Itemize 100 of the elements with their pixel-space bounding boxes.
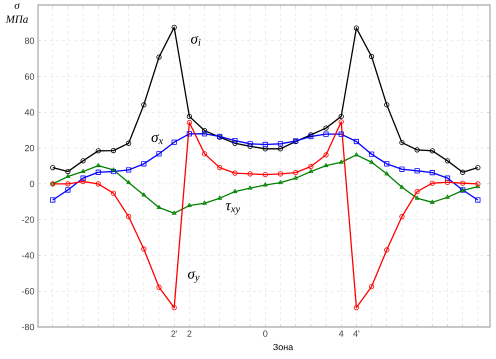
- point: [323, 152, 329, 158]
- point: [338, 114, 344, 120]
- point: [444, 180, 450, 185]
- series-label: σ$_{x}$: [152, 134, 164, 144]
- point: [278, 141, 284, 146]
- point: [460, 170, 466, 175]
- point: [384, 171, 390, 176]
- point: [354, 305, 359, 310]
- point: [414, 188, 420, 194]
- point: [323, 125, 329, 131]
- point: [338, 132, 344, 137]
- point: [354, 138, 359, 144]
- point: [96, 163, 101, 168]
- point: [248, 141, 253, 146]
- point: [65, 181, 71, 186]
- point: [80, 176, 86, 181]
- point: [414, 147, 420, 152]
- point: [186, 131, 192, 136]
- point: [368, 54, 374, 60]
- series-label: σ$_{y}$: [188, 270, 200, 283]
- line-series: [50, 131, 480, 203]
- point: [172, 305, 177, 310]
- y-tick-label: 40: [24, 109, 34, 116]
- point: [248, 171, 253, 176]
- point: [186, 120, 192, 126]
- point: [308, 168, 314, 174]
- point: [202, 131, 208, 136]
- point: [399, 140, 405, 146]
- point: [444, 176, 450, 181]
- point: [369, 160, 374, 164]
- y-tick-label: -80: [22, 324, 34, 330]
- y-axis-title: σ МПа: [6, 3, 28, 23]
- point: [232, 140, 238, 146]
- y-tick-label: 80: [24, 38, 34, 44]
- point: [232, 138, 238, 144]
- point: [232, 170, 238, 176]
- point: [384, 161, 390, 166]
- point: [445, 194, 450, 199]
- point: [80, 158, 86, 164]
- point: [278, 171, 284, 176]
- point: [126, 214, 132, 220]
- point: [141, 161, 146, 166]
- point: [368, 152, 374, 157]
- point: [217, 165, 222, 170]
- point: [156, 54, 162, 60]
- point: [399, 166, 405, 172]
- point: [111, 167, 116, 172]
- point: [80, 168, 86, 174]
- point: [430, 148, 435, 154]
- point: [96, 170, 101, 175]
- point: [414, 168, 420, 174]
- point: [172, 140, 177, 145]
- point: [110, 168, 116, 174]
- y-tick-label: 0: [30, 180, 34, 188]
- point: [187, 202, 192, 208]
- point: [293, 170, 298, 176]
- point: [354, 25, 359, 31]
- point: [126, 140, 132, 146]
- point: [156, 284, 162, 290]
- x-tick-label: 0: [263, 330, 268, 337]
- x-tick-label: 4: [338, 330, 344, 337]
- x-tick-label: 2: [187, 330, 192, 337]
- x-axis-title: Зона: [273, 344, 294, 350]
- x-tick-label: 2': [171, 330, 178, 337]
- point: [156, 151, 162, 156]
- point: [232, 188, 238, 194]
- point: [399, 214, 405, 220]
- point: [141, 102, 146, 108]
- point: [172, 210, 176, 215]
- point: [202, 128, 208, 134]
- point: [217, 196, 222, 200]
- point: [126, 167, 132, 173]
- point: [262, 172, 268, 178]
- series-label: σ$_{i}$: [191, 36, 201, 46]
- point: [338, 119, 344, 124]
- point: [354, 152, 359, 156]
- point: [156, 204, 162, 209]
- point: [186, 114, 192, 120]
- point: [308, 164, 314, 170]
- point: [430, 180, 435, 186]
- point: [80, 178, 86, 184]
- y-tick-label: 20: [24, 144, 34, 152]
- point: [65, 168, 71, 174]
- point: [248, 186, 252, 190]
- point: [324, 163, 328, 168]
- point: [65, 187, 71, 193]
- point: [400, 184, 404, 189]
- y-tick-label: -20: [22, 216, 34, 223]
- point: [126, 180, 131, 184]
- point: [278, 180, 283, 184]
- point: [262, 182, 268, 186]
- point: [338, 160, 344, 164]
- point: [323, 132, 329, 137]
- point: [430, 170, 435, 176]
- point: [202, 151, 208, 156]
- point: [293, 176, 298, 180]
- x-tick-label: 4': [353, 330, 360, 337]
- point: [278, 146, 284, 152]
- point: [384, 247, 390, 252]
- point: [142, 192, 146, 196]
